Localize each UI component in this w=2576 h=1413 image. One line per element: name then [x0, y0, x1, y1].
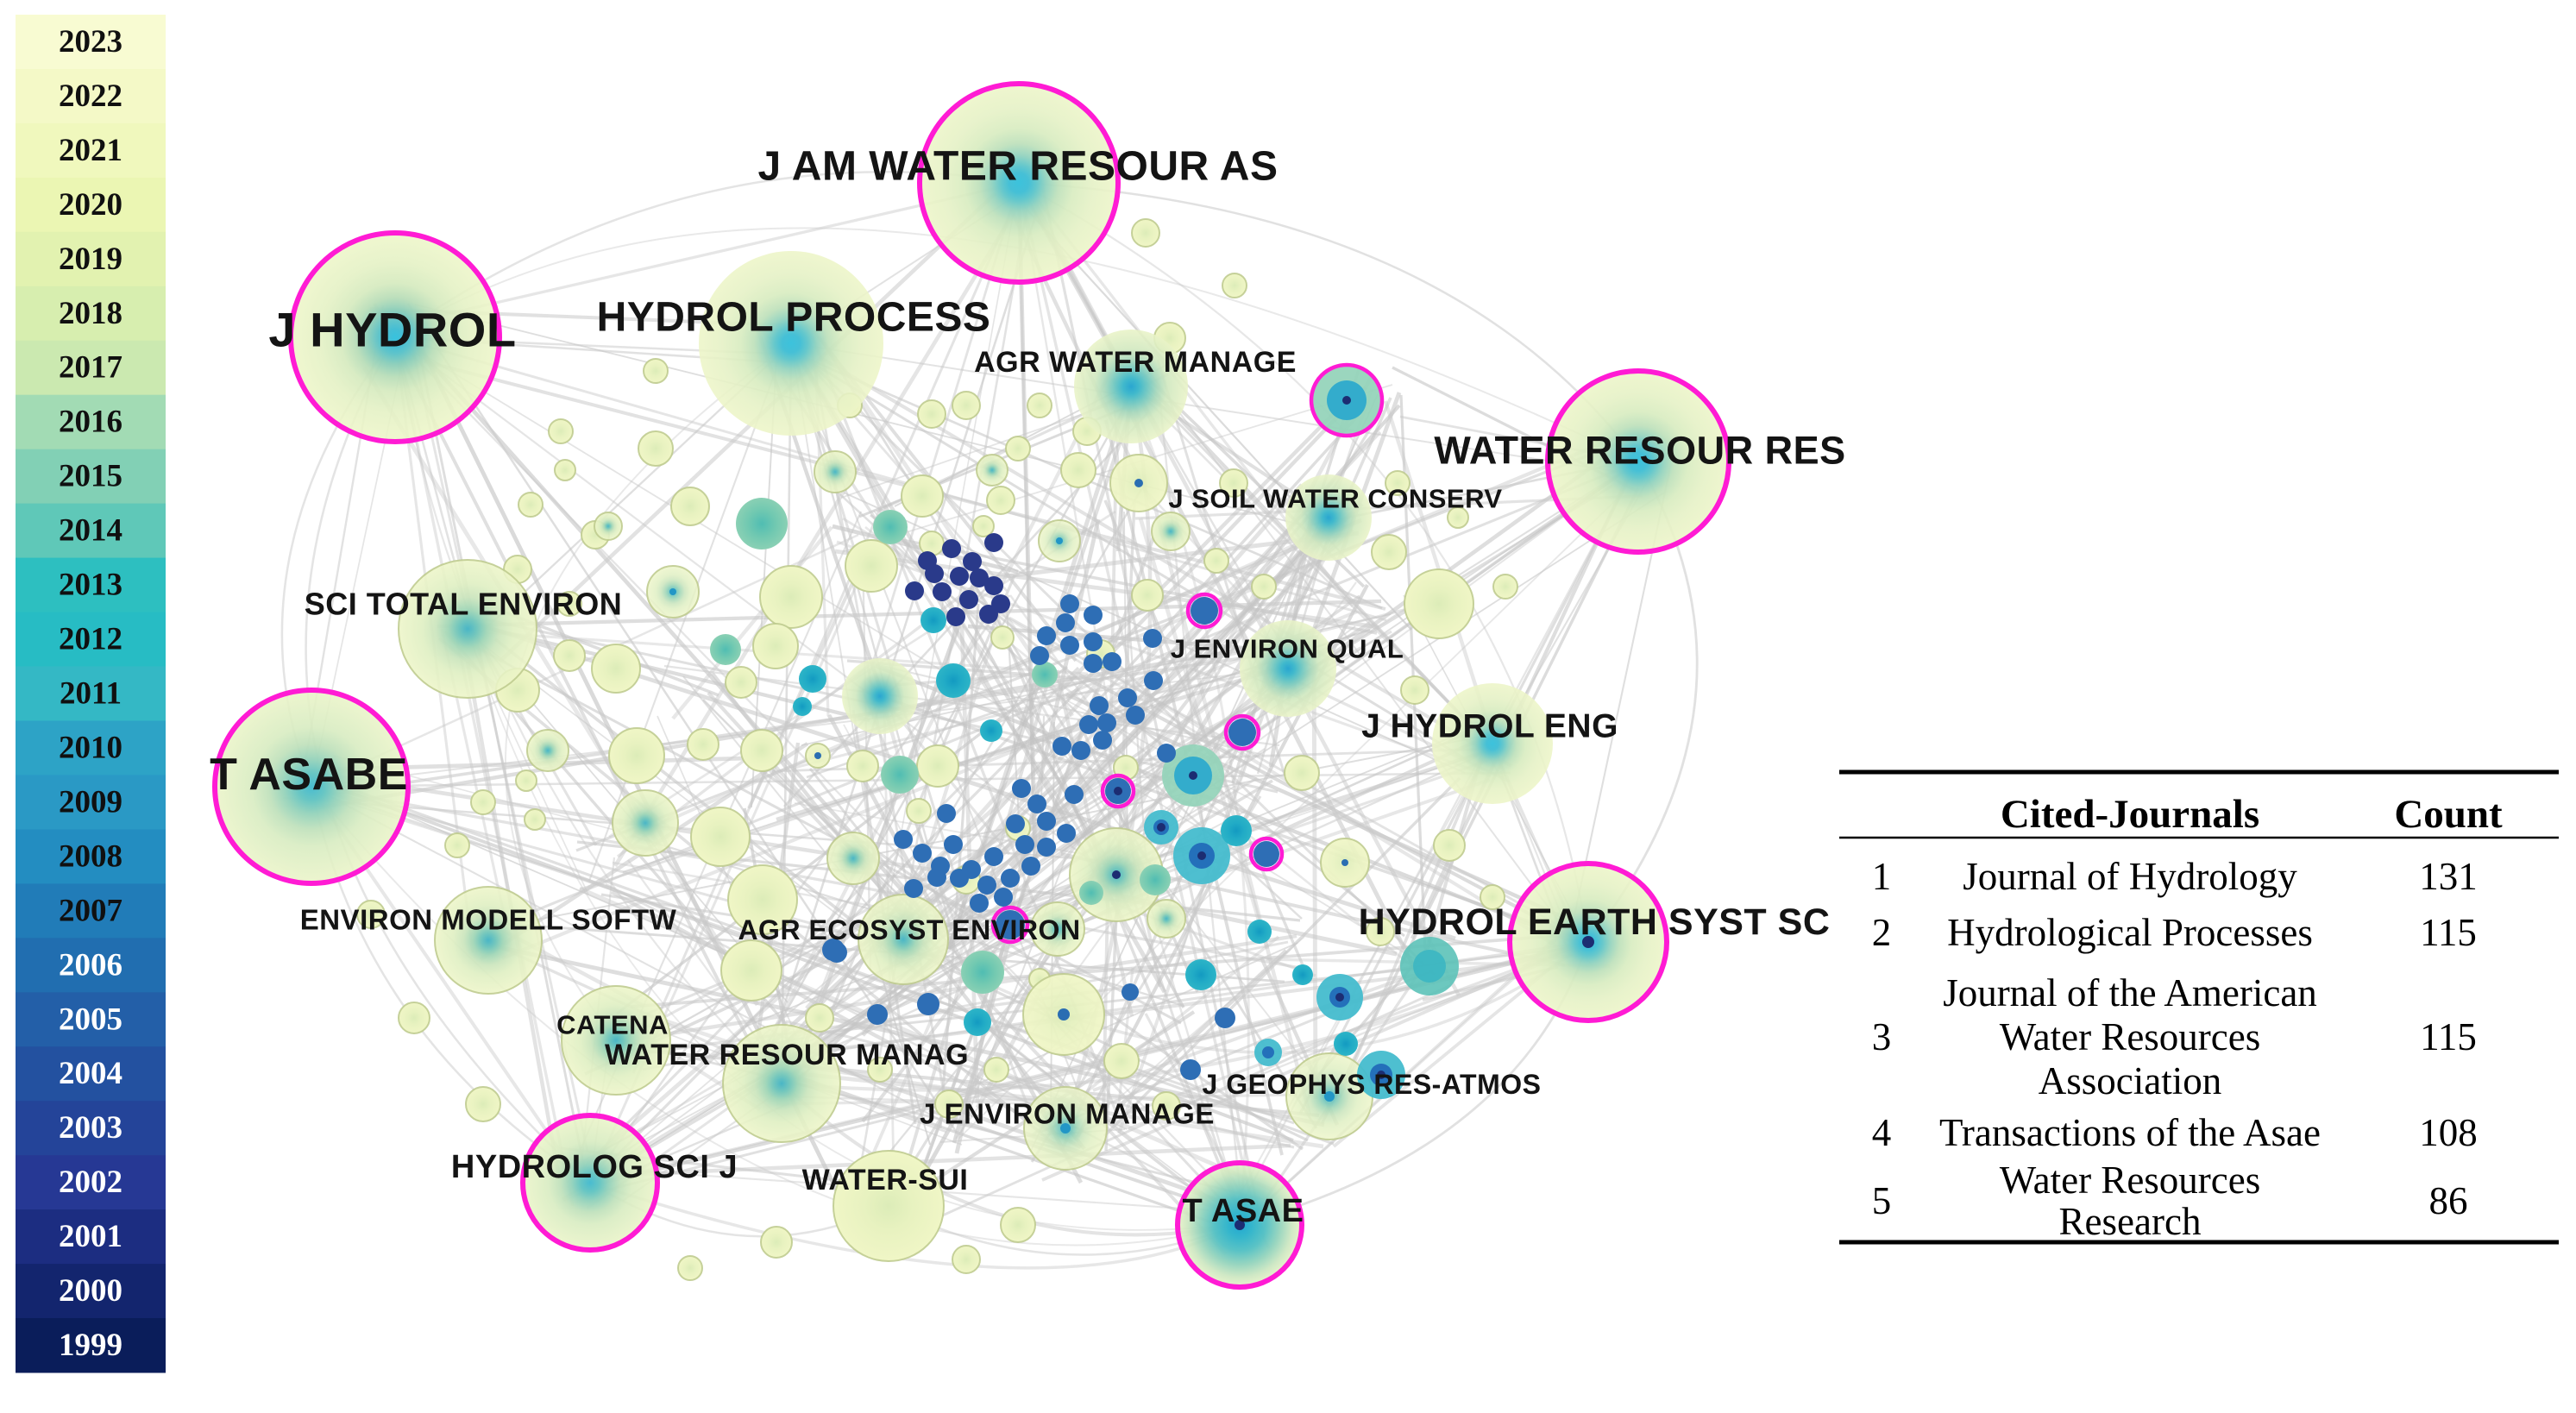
- svg-text:1: 1: [1872, 855, 1892, 898]
- svg-text:Water Resources: Water Resources: [2000, 1159, 2261, 1202]
- svg-text:2020: 2020: [59, 187, 123, 223]
- svg-text:108: 108: [2419, 1111, 2478, 1154]
- svg-text:2008: 2008: [59, 838, 123, 874]
- svg-text:HYDROL EARTH SYST SC: HYDROL EARTH SYST SC: [1359, 901, 1831, 943]
- svg-text:2002: 2002: [59, 1165, 123, 1200]
- svg-text:2019: 2019: [59, 242, 123, 277]
- svg-text:T ASAE: T ASAE: [1183, 1193, 1304, 1229]
- svg-text:J AM WATER RESOUR AS: J AM WATER RESOUR AS: [758, 144, 1279, 190]
- svg-text:J ENVIRON MANAGE: J ENVIRON MANAGE: [920, 1098, 1215, 1130]
- svg-text:2006: 2006: [59, 947, 123, 983]
- svg-text:2017: 2017: [59, 350, 123, 386]
- svg-text:HYDROL PROCESS: HYDROL PROCESS: [597, 295, 991, 341]
- svg-text:Journal of Hydrology: Journal of Hydrology: [1963, 855, 2297, 898]
- svg-text:2007: 2007: [59, 893, 123, 928]
- svg-text:2011: 2011: [60, 676, 122, 712]
- svg-text:Association: Association: [2039, 1059, 2221, 1102]
- svg-text:2016: 2016: [59, 405, 123, 440]
- svg-text:J ENVIRON QUAL: J ENVIRON QUAL: [1171, 634, 1404, 664]
- svg-text:2: 2: [1872, 911, 1892, 954]
- svg-text:2005: 2005: [59, 1002, 123, 1037]
- svg-text:2021: 2021: [59, 133, 123, 168]
- svg-text:WATER RESOUR RES: WATER RESOUR RES: [1434, 429, 1845, 473]
- svg-text:WATER-SUI: WATER-SUI: [802, 1164, 969, 1196]
- svg-text:Hydrological Processes: Hydrological Processes: [1947, 911, 2313, 954]
- svg-text:2001: 2001: [59, 1219, 123, 1254]
- svg-text:ENVIRON MODELL SOFTW: ENVIRON MODELL SOFTW: [300, 904, 677, 936]
- svg-text:J GEOPHYS RES-ATMOS: J GEOPHYS RES-ATMOS: [1203, 1069, 1542, 1100]
- svg-text:Transactions of the Asae: Transactions of the Asae: [1939, 1111, 2321, 1154]
- svg-text:AGR ECOSYST ENVIRON: AGR ECOSYST ENVIRON: [738, 914, 1080, 945]
- svg-text:2003: 2003: [59, 1110, 123, 1146]
- svg-text:T ASABE: T ASABE: [210, 750, 408, 800]
- svg-text:2014: 2014: [59, 513, 123, 549]
- svg-text:2004: 2004: [59, 1056, 123, 1091]
- svg-text:CATENA: CATENA: [556, 1010, 669, 1040]
- svg-text:HYDROLOG SCI J: HYDROLOG SCI J: [451, 1149, 738, 1185]
- svg-text:WATER RESOUR MANAG: WATER RESOUR MANAG: [605, 1039, 969, 1071]
- svg-text:5: 5: [1872, 1179, 1892, 1222]
- svg-text:2018: 2018: [59, 296, 123, 331]
- svg-text:Research: Research: [2059, 1200, 2202, 1243]
- svg-text:Cited-Journals: Cited-Journals: [2001, 792, 2259, 837]
- svg-text:4: 4: [1872, 1111, 1892, 1154]
- svg-text:J SOIL WATER CONSERV: J SOIL WATER CONSERV: [1168, 484, 1502, 514]
- svg-text:Journal of the American: Journal of the American: [1943, 971, 2317, 1014]
- svg-text:2009: 2009: [59, 784, 123, 820]
- svg-text:2000: 2000: [59, 1273, 123, 1309]
- svg-text:SCI TOTAL ENVIRON: SCI TOTAL ENVIRON: [305, 587, 623, 622]
- svg-text:J HYDROL: J HYDROL: [268, 303, 516, 357]
- svg-text:115: 115: [2420, 911, 2477, 954]
- svg-text:115: 115: [2420, 1015, 2477, 1058]
- svg-text:J HYDROL ENG: J HYDROL ENG: [1361, 708, 1618, 745]
- svg-text:Water Resources: Water Resources: [2000, 1015, 2261, 1058]
- svg-text:1999: 1999: [59, 1328, 123, 1363]
- svg-text:2010: 2010: [59, 731, 123, 766]
- svg-text:2012: 2012: [59, 622, 123, 657]
- svg-text:3: 3: [1872, 1015, 1892, 1058]
- svg-text:2015: 2015: [59, 459, 123, 494]
- svg-text:2022: 2022: [59, 78, 123, 114]
- svg-text:86: 86: [2429, 1179, 2468, 1222]
- svg-text:2013: 2013: [59, 568, 123, 603]
- svg-text:AGR WATER MANAGE: AGR WATER MANAGE: [974, 346, 1297, 379]
- svg-text:2023: 2023: [59, 24, 123, 60]
- svg-text:Count: Count: [2394, 792, 2503, 837]
- svg-text:131: 131: [2419, 855, 2478, 898]
